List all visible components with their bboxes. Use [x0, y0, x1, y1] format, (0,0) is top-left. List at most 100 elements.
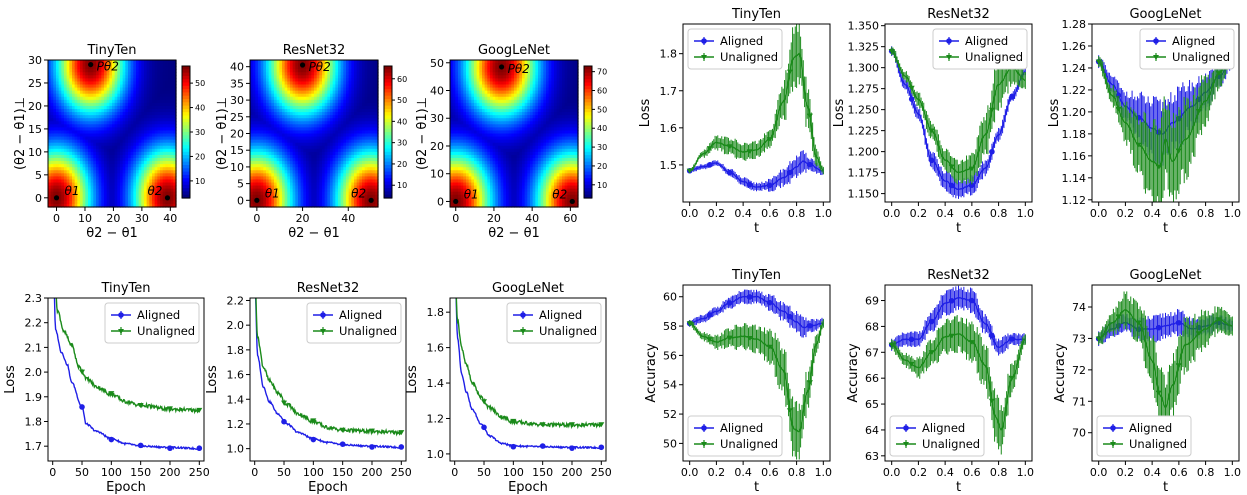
heatmap-cell: [295, 112, 299, 116]
heatmap-cell: [338, 136, 342, 141]
heatmap-cell: [452, 81, 456, 86]
heatmap-cell: [322, 121, 326, 125]
heatmap-cell: [298, 197, 302, 202]
heatmap-cell: [455, 161, 459, 165]
heatmap-cell: [303, 60, 307, 64]
heatmap-cell: [130, 133, 134, 138]
heatmap-cell: [279, 72, 283, 76]
heatmap-cell: [157, 124, 161, 128]
heatmap-cell: [274, 151, 278, 156]
heatmap-cell: [125, 75, 129, 79]
heatmap-cell: [173, 173, 177, 177]
heatmap-cell: [250, 84, 254, 89]
heatmap-cell: [69, 72, 73, 76]
heatmap-cell: [343, 191, 347, 196]
heatmap-cell: [144, 170, 148, 174]
heatmap-cell: [348, 102, 352, 107]
heatmap-cell: [93, 127, 97, 132]
heatmap-cell: [112, 191, 116, 196]
heatmap-cell: [128, 78, 132, 83]
heatmap-cell: [252, 139, 256, 144]
heatmap-cell: [338, 75, 342, 79]
heatmap-cell: [327, 145, 331, 150]
heatmap-cell: [154, 112, 158, 116]
heatmap-cell: [106, 60, 110, 64]
heatmap-cell: [162, 78, 166, 83]
heatmap-cell: [56, 145, 60, 150]
heatmap-cell: [74, 154, 78, 159]
heatmap-cell: [173, 188, 177, 193]
heatmap-cell: [74, 96, 78, 101]
heatmap-cell: [96, 148, 100, 153]
heatmap-cell: [316, 158, 320, 162]
heatmap-cell: [64, 84, 68, 89]
colorbar-segment: [182, 95, 190, 100]
heatmap-cell: [348, 164, 352, 168]
heatmap-cell: [165, 142, 169, 147]
heatmap-cell: [268, 161, 272, 165]
heatmap-cell: [295, 78, 299, 83]
heatmap-cell: [324, 170, 328, 174]
heatmap-cell: [56, 130, 60, 135]
heatmap-cell: [109, 66, 113, 70]
heatmap-cell: [98, 161, 102, 165]
heatmap-cell: [168, 188, 172, 193]
heatmap-cell: [351, 78, 355, 83]
heatmap-cell: [154, 148, 158, 153]
point-label: θ2: [351, 186, 366, 200]
heatmap-cell: [356, 136, 360, 141]
heatmap-cell: [157, 142, 161, 147]
heatmap-cell: [303, 99, 307, 104]
heatmap-cell: [66, 60, 70, 64]
heatmap-cell: [117, 133, 121, 138]
heatmap-cell: [117, 203, 121, 208]
heatmap-cell: [74, 105, 78, 110]
heatmap-cell: [252, 161, 256, 165]
heatmap-cell: [133, 78, 137, 83]
heatmap-cell: [306, 130, 310, 135]
heatmap-cell: [88, 81, 92, 86]
heatmap-cell: [90, 69, 94, 73]
heatmap-cell: [271, 127, 275, 132]
heatmap-cell: [271, 173, 275, 177]
heatmap-cell: [141, 60, 145, 64]
heatmap-cell: [85, 112, 89, 116]
heatmap-cell: [160, 188, 164, 193]
heatmap-cell: [367, 102, 371, 107]
heatmap-cell: [354, 176, 358, 181]
colorbar-segment: [384, 79, 392, 84]
heatmap-cell: [61, 203, 65, 208]
heatmap-cell: [96, 179, 100, 184]
heatmap-cell: [338, 124, 342, 128]
colorbar-tick-label: 40: [195, 104, 205, 113]
heatmap-cell: [306, 188, 310, 193]
heatmap-cell: [324, 194, 328, 199]
heatmap-cell: [130, 121, 134, 125]
heatmap-cell: [250, 170, 254, 174]
heatmap-cell: [319, 124, 323, 128]
heatmap-cell: [370, 121, 374, 125]
colorbar-tick-label: 50: [195, 79, 205, 88]
heatmap-cell: [348, 124, 352, 128]
heatmap-cell: [173, 84, 177, 89]
heatmap-cell: [282, 145, 286, 150]
heatmap-cell: [117, 148, 121, 153]
heatmap-cell: [58, 161, 62, 165]
heatmap-cell: [93, 96, 97, 101]
heatmap-cell: [149, 133, 153, 138]
heatmap-cell: [282, 78, 286, 83]
heatmap-cell: [157, 133, 161, 138]
heatmap-cell: [149, 164, 153, 168]
heatmap-cell: [72, 63, 76, 67]
heatmap-cell: [141, 124, 145, 128]
heatmap-cell: [308, 124, 312, 128]
heatmap-cell: [61, 105, 65, 110]
heatmap-cell: [114, 167, 118, 171]
heatmap-cell: [306, 194, 310, 199]
heatmap-cell: [335, 102, 339, 107]
heatmap-cell: [56, 139, 60, 144]
heatmap-cell: [279, 136, 283, 141]
heatmap-cell: [295, 158, 299, 162]
heatmap-cell: [90, 167, 94, 171]
heatmap-cell: [250, 176, 254, 181]
